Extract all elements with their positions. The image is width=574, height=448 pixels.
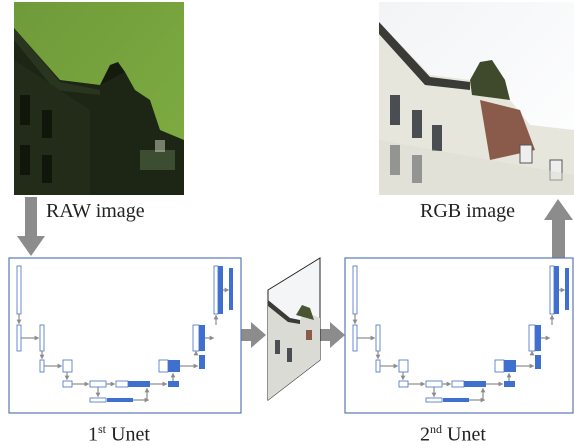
raw-image-label: RAW image bbox=[46, 200, 145, 222]
unet-1 bbox=[8, 257, 242, 414]
rgb-image-label: RGB image bbox=[420, 200, 515, 222]
unet-2 bbox=[344, 257, 574, 414]
unet-2-ordinal: nd bbox=[430, 422, 442, 436]
unet-2-label: 2nd Unet bbox=[420, 422, 486, 447]
unet-2-number: 2 bbox=[420, 423, 430, 446]
arrow-right-2 bbox=[319, 322, 345, 348]
unet-1-label: 1st Unet bbox=[88, 422, 150, 447]
rgb-image bbox=[379, 2, 574, 195]
arrow-right-1 bbox=[240, 322, 266, 348]
arrow-up-rgb bbox=[544, 199, 573, 260]
unet-2-word: Unet bbox=[442, 423, 486, 446]
intermediate-image bbox=[267, 257, 321, 402]
raw-image bbox=[14, 2, 184, 195]
unet-1-number: 1 bbox=[88, 423, 98, 446]
arrow-down-raw bbox=[17, 197, 45, 256]
unet-1-ordinal: st bbox=[98, 422, 107, 436]
unet-1-word: Unet bbox=[106, 423, 150, 446]
